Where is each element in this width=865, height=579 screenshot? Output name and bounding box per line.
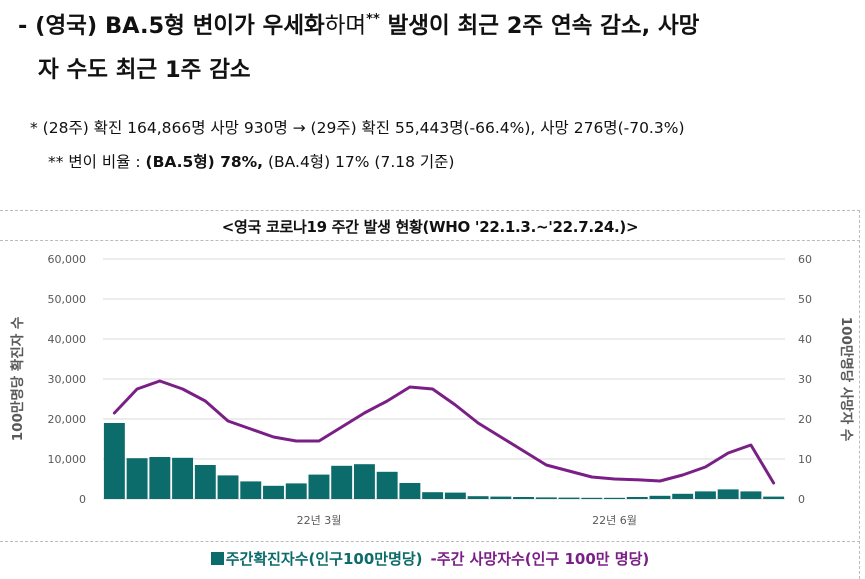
headline-light: 하며	[324, 13, 367, 39]
x-tick-label: 22년 6월	[592, 514, 637, 527]
chart-title: <영국 코로나19 주간 발생 현황(WHO '22.1.3.~'22.7.24…	[221, 218, 639, 236]
bar	[263, 485, 284, 499]
y-tick-label-right: 50	[798, 293, 812, 306]
y-axis-title-left: 100만명당 확진자 수	[9, 317, 26, 442]
bar	[763, 496, 785, 499]
y-tick-label-right: 30	[798, 373, 812, 386]
y-tick-label-left: 40,000	[48, 333, 87, 346]
bar	[626, 497, 648, 499]
bar	[353, 464, 375, 499]
bar	[513, 497, 535, 499]
bar	[240, 481, 262, 499]
bar	[694, 491, 716, 499]
y-tick-label-left: 10,000	[48, 453, 87, 466]
legend-cases-swatch	[210, 552, 224, 565]
footnote-2-suffix: (BA.4형) 17% (7.18 기준)	[263, 153, 455, 171]
bar	[149, 457, 171, 499]
y-axis-title-right: 100만명당 사망자 수	[838, 317, 855, 442]
legend-cases-label: 주간확진자수(인구100만명당)	[225, 550, 423, 568]
y-tick-label-left: 50,000	[48, 293, 87, 306]
deaths-line	[112, 379, 776, 485]
bar	[399, 483, 421, 499]
bar	[672, 493, 694, 499]
bar	[376, 471, 398, 499]
headline-rest: 발생이 최근 2주 연속 감소, 사망	[379, 13, 700, 39]
bar	[649, 495, 671, 499]
y-tick-label-left: 60,000	[48, 253, 87, 266]
y-tick-label-left: 30,000	[48, 373, 87, 386]
bar	[535, 497, 557, 499]
chart-title-divider	[0, 240, 860, 241]
bar	[172, 457, 194, 499]
legend-deaths-label: -주간 사망자수(인구 100만 명당)	[430, 550, 650, 568]
bar	[467, 496, 489, 499]
bar	[126, 458, 148, 499]
legend-cases: 주간확진자수(인구100만명당)	[210, 550, 423, 568]
chart-legend: 주간확진자수(인구100만명당) -주간 사망자수(인구 100만 명당)	[0, 548, 860, 569]
y-tick-label-right: 20	[798, 413, 812, 426]
bar	[308, 474, 330, 499]
bar	[103, 423, 125, 499]
bar	[217, 475, 239, 499]
y-tick-label-right: 10	[798, 453, 812, 466]
bar	[444, 492, 466, 499]
y-tick-label-right: 40	[798, 333, 812, 346]
bar	[194, 465, 216, 499]
bar	[604, 497, 625, 499]
chart-legend-divider	[0, 541, 860, 542]
y-tick-label-left: 0	[79, 493, 86, 506]
bar	[740, 491, 762, 499]
bar	[490, 496, 512, 499]
footnote-2: ** 변이 비율 : (BA.5형) 78%, (BA.4형) 17% (7.1…	[48, 150, 454, 172]
y-tick-label-right: 0	[798, 493, 805, 506]
bar	[558, 497, 580, 499]
bar	[717, 489, 739, 499]
footnote-2-prefix: ** 변이 비율 :	[48, 153, 146, 171]
footnote-1: * (28주) 확진 164,866명 사망 930명 → (29주) 확진 5…	[30, 119, 685, 137]
bar	[331, 465, 353, 499]
bar	[285, 483, 307, 499]
bar	[422, 492, 444, 499]
x-tick-label: 22년 3월	[297, 514, 342, 527]
y-tick-label-left: 20,000	[48, 413, 87, 426]
bar	[581, 497, 603, 499]
headline-line-2: 자 수도 최근 1주 감소	[38, 57, 251, 83]
headline: - (영국) BA.5형 변이가 우세화하며** 발생이 최근 2주 연속 감소…	[18, 4, 858, 92]
y-tick-label-right: 60	[798, 253, 812, 266]
footnote-2-bold: (BA.5형) 78%,	[145, 153, 264, 171]
headline-footnote-mark: **	[366, 12, 380, 27]
headline-line-1: - (영국) BA.5형 변이가 우세화하며** 발생이 최근 2주 연속 감소…	[18, 4, 858, 48]
headline-prefix: - (영국) BA.5형 변이가 우세화	[18, 13, 325, 39]
chart-frame	[0, 210, 860, 579]
